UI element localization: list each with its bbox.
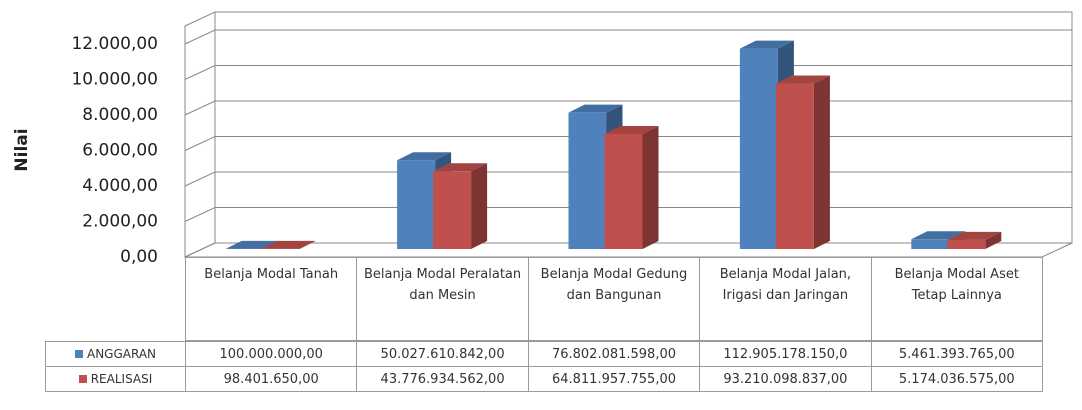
back-wall (184, 11, 216, 258)
grid-line (184, 29, 1072, 45)
bar-side (813, 75, 830, 249)
table-value: 112.905.178.150,0 (699, 341, 872, 367)
y-axis-label: Nilai (12, 128, 32, 171)
bar (568, 112, 607, 250)
legend-label: ANGGARAN (86, 346, 157, 361)
table-value: 64.811.957.755,00 (527, 366, 701, 392)
table-value: 43.776.934.562,00 (356, 366, 529, 392)
table-value: 5.461.393.765,00 (870, 341, 1043, 367)
legend-item: ANGGARAN (45, 341, 186, 367)
bar-top (433, 163, 488, 172)
bar-side (985, 231, 1002, 249)
table-value: 100.000.000,00 (185, 341, 358, 367)
legend-item: REALISASI (45, 366, 186, 392)
y-tick-label: 2.000,00 (82, 212, 158, 232)
category-label: Belanja Modal Peralatan dan Mesin (356, 257, 529, 341)
category-label: Belanja Modal Gedung dan Bangunan (527, 257, 701, 341)
category-label: Belanja Modal Tanah (185, 257, 358, 341)
grid-line (184, 65, 1072, 80)
bar (604, 133, 643, 249)
bar (739, 48, 778, 249)
y-tick-label: 10.000,00 (71, 70, 158, 90)
category-label: Belanja Modal Aset Tetap Lainnya (870, 257, 1043, 341)
bar-top (947, 231, 1002, 240)
bar-top (568, 104, 623, 113)
bar-top (911, 231, 966, 240)
bar-side (471, 163, 488, 249)
grid-line (184, 100, 1072, 116)
y-tick-label: 8.000,00 (82, 105, 158, 125)
bar-top (739, 40, 794, 49)
table-value: 98.401.650,00 (185, 366, 358, 392)
y-tick-label: 0,00 (120, 247, 158, 267)
bar-side (642, 125, 659, 249)
legend-swatch (74, 350, 83, 358)
y-tick-label: 12.000,00 (71, 34, 158, 54)
table-value: 93.210.098.837,00 (699, 366, 872, 392)
bar (947, 239, 986, 249)
category-label: Belanja Modal Jalan, Irigasi dan Jaringa… (699, 257, 872, 341)
bar-side (299, 240, 316, 249)
legend-swatch (78, 375, 87, 383)
bar-top (775, 75, 830, 84)
y-tick-label: 6.000,00 (82, 141, 158, 161)
table-value: 50.027.610.842,00 (356, 341, 529, 367)
y-tick-label: 4.000,00 (82, 176, 158, 196)
legend-label: REALISASI (90, 371, 153, 386)
table-value: 76.802.081.598,00 (527, 341, 701, 367)
bar-top (397, 152, 452, 161)
bar (397, 160, 436, 249)
bar (911, 239, 950, 249)
table-value: 5.174.036.575,00 (870, 366, 1043, 392)
bar (433, 171, 472, 249)
bar-top (604, 125, 659, 134)
bar-top (261, 240, 316, 249)
bar (775, 83, 814, 249)
